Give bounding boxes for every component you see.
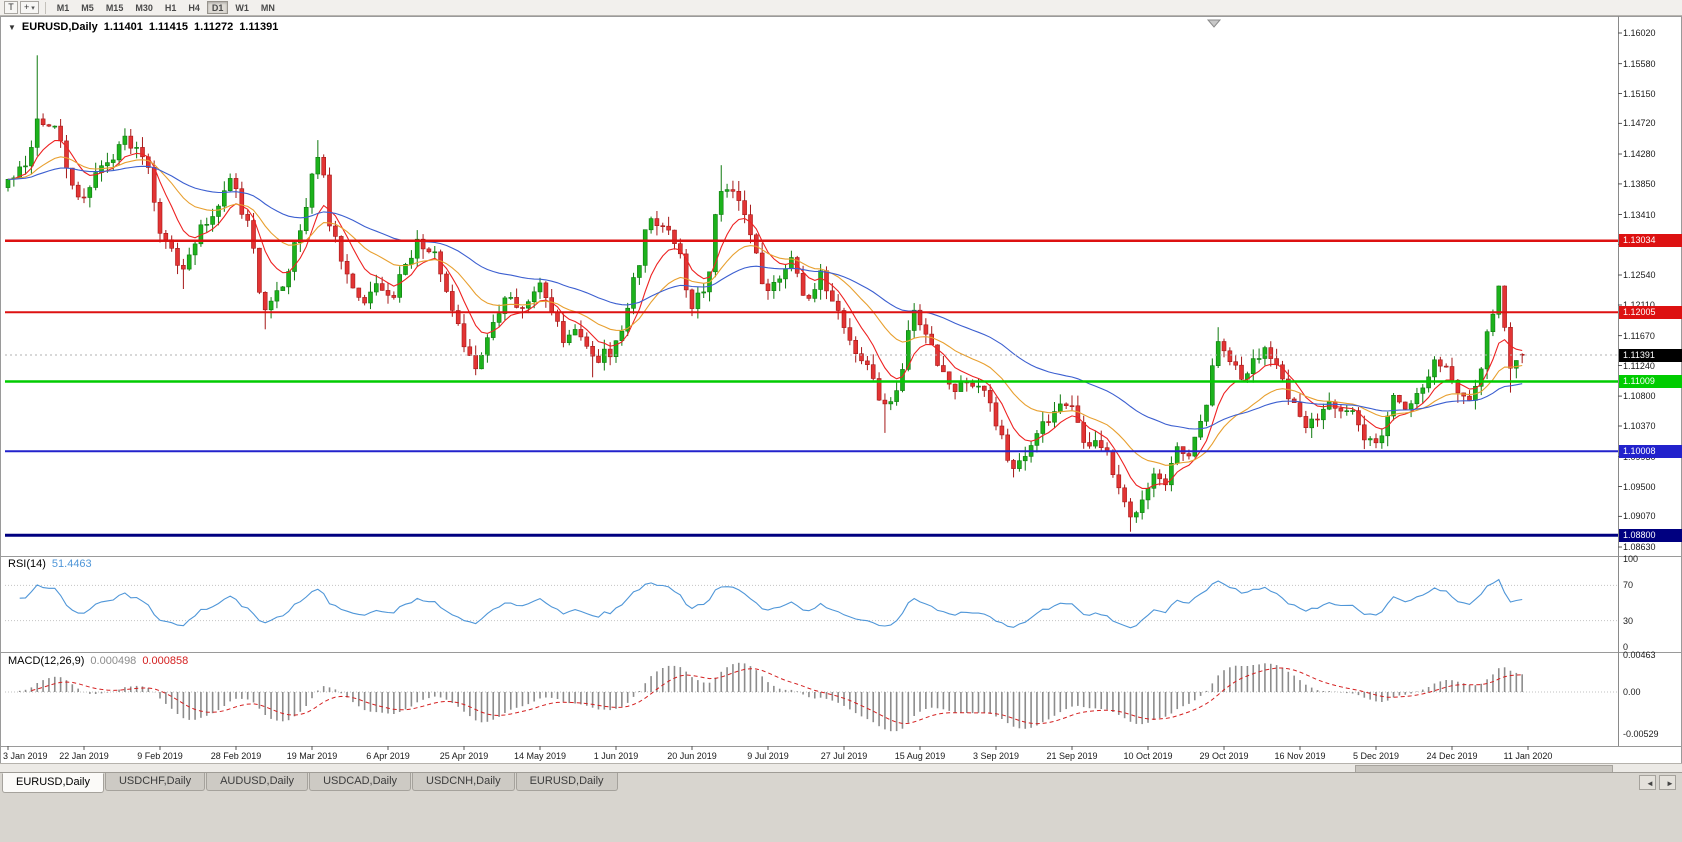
ma-line-8	[7, 139, 1523, 489]
timeframe-button-h1[interactable]: H1	[160, 1, 182, 14]
chart-shift-marker[interactable]	[1206, 19, 1222, 28]
macd-signal-line	[31, 667, 1523, 725]
macd-layer	[5, 662, 1618, 732]
timeframe-button-group: M1 M5 M15 M30 H1 H4 D1 W1 MN	[52, 1, 280, 14]
crosshair-tool-button[interactable]: + ▾	[20, 1, 39, 14]
timeframe-button-m5[interactable]: M5	[76, 1, 99, 14]
rsi-layer	[5, 578, 1618, 629]
ma-line-50	[7, 165, 1523, 430]
chart-tab-2-audusddaily[interactable]: AUDUSD,Daily	[206, 773, 309, 791]
chart-tab-1-usdchfdaily[interactable]: USDCHF,Daily	[104, 773, 206, 791]
timeframe-button-w1[interactable]: W1	[230, 1, 254, 14]
chart-tabs-bar: EURUSD,Daily USDCHF,Daily AUDUSD,Daily USDC…	[0, 772, 1682, 842]
tabs-container: EURUSD,Daily USDCHF,Daily AUDUSD,Daily USDC…	[2, 773, 1680, 793]
chart-tab-4-usdcnhdaily[interactable]: USDCNH,Daily	[412, 773, 515, 791]
crosshair-icon: +	[24, 2, 30, 12]
tabs-scroll-left-button[interactable]: ◄	[1639, 775, 1656, 790]
toolbar-separator	[44, 1, 46, 14]
toolbar: T + ▾ M1 M5 M15 M30 H1 H4 D1 W1 MN	[0, 0, 1682, 16]
timeframe-button-m1[interactable]: M1	[52, 1, 75, 14]
timeframe-button-d1[interactable]: D1	[206, 1, 229, 14]
chart-background	[0, 16, 1682, 764]
chart-tab-3-usdcaddaily[interactable]: USDCAD,Daily	[309, 773, 412, 791]
chart-tab-0-eurusddaily[interactable]: EURUSD,Daily	[2, 773, 104, 793]
chart-plot-area[interactable]	[5, 17, 1618, 555]
chevron-down-icon: ▾	[31, 5, 35, 12]
tabs-scroll-right-button[interactable]: ►	[1659, 775, 1676, 790]
text-tool-button[interactable]: T	[4, 1, 18, 14]
timeframe-button-mn[interactable]: MN	[256, 1, 280, 14]
timeframe-button-m30[interactable]: M30	[130, 1, 158, 14]
moving-averages-layer	[7, 139, 1523, 489]
timeframe-button-h4[interactable]: H4	[183, 1, 205, 14]
ma-line-21	[7, 156, 1523, 466]
rsi-line	[19, 578, 1523, 629]
chart-tab-5-eurusddaily[interactable]: EURUSD,Daily	[515, 773, 618, 791]
timeframe-button-m15[interactable]: M15	[101, 1, 129, 14]
